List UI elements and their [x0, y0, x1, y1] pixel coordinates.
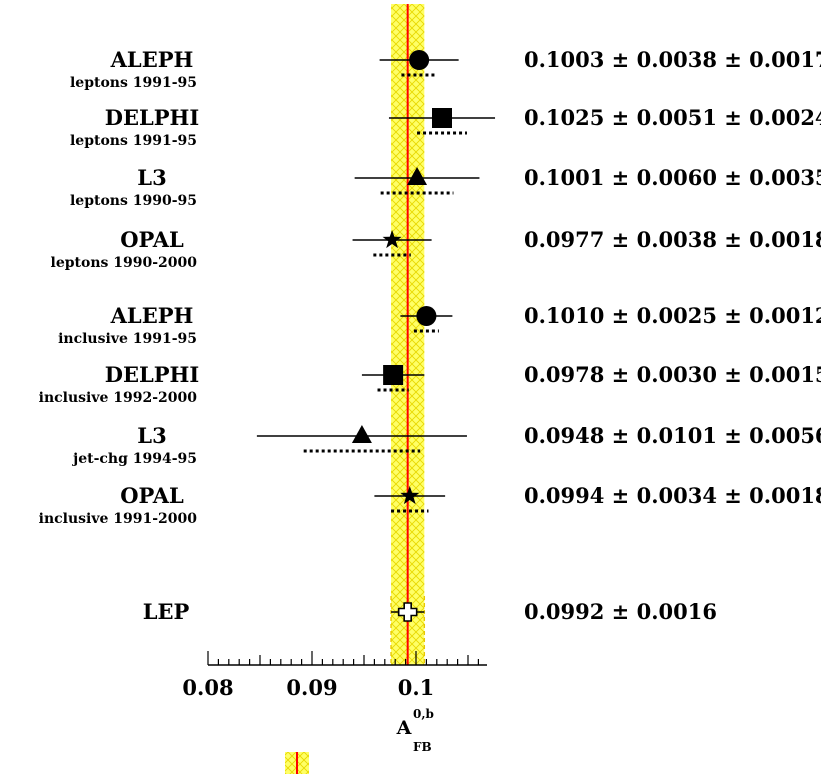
- data-point-5: [400, 306, 453, 333]
- data-point-3: [354, 167, 480, 195]
- measurement-value: 0.0948 ± 0.0101 ± 0.0056: [524, 423, 821, 448]
- measurement-value: 0.0978 ± 0.0030 ± 0.0015: [524, 362, 821, 387]
- combined-value: 0.0992 ± 0.0016: [524, 599, 717, 624]
- x-axis-label-superscript: 0,b: [413, 707, 434, 721]
- marker-square: [432, 108, 452, 128]
- measurement-description: leptons 1990-95: [70, 193, 197, 209]
- measurement-description: inclusive 1991-2000: [39, 511, 198, 527]
- experiment-label: ALEPH: [110, 303, 194, 328]
- experiment-label: ALEPH: [110, 47, 194, 72]
- measurement-description: leptons 1990-2000: [51, 255, 198, 271]
- marker-triangle: [351, 425, 372, 443]
- measurement-value: 0.1010 ± 0.0025 ± 0.0012: [524, 303, 821, 328]
- marker-star: [382, 230, 402, 249]
- measurement-value: 0.0994 ± 0.0034 ± 0.0018: [524, 483, 821, 508]
- measurement-value: 0.1025 ± 0.0051 ± 0.0024: [524, 105, 821, 130]
- experiment-label: DELPHI: [105, 105, 199, 130]
- measurement-description: inclusive 1992-2000: [39, 390, 198, 406]
- experiment-label: OPAL: [120, 227, 184, 252]
- combined-label: LEP: [143, 599, 190, 624]
- data-point-2: [388, 108, 496, 135]
- marker-open-cross: [397, 602, 418, 622]
- data-point-7: [256, 425, 467, 453]
- data-point-1: [379, 50, 459, 77]
- x-tick-label: 0.08: [182, 675, 233, 700]
- x-axis-label: A: [396, 717, 412, 739]
- measurement-description: leptons 1991-95: [70, 133, 197, 149]
- experiment-label: L3: [137, 165, 166, 190]
- marker-star: [400, 486, 420, 505]
- experiment-label: DELPHI: [105, 362, 199, 387]
- combined-point: [391, 602, 425, 622]
- marker-circle: [416, 306, 437, 326]
- data-point-4: [352, 230, 432, 257]
- measurement-value: 0.1003 ± 0.0038 ± 0.0017: [524, 47, 821, 72]
- experiment-label: OPAL: [120, 483, 184, 508]
- measurement-description: jet-chg 1994-95: [71, 451, 197, 467]
- x-tick-label: 0.09: [286, 675, 337, 700]
- measurement-value: 0.0977 ± 0.0038 ± 0.0018: [524, 227, 821, 252]
- measurement-description: inclusive 1991-95: [58, 331, 197, 347]
- measurement-value: 0.1001 ± 0.0060 ± 0.0035: [524, 165, 821, 190]
- data-point-6: [361, 365, 425, 392]
- x-axis-label-subscript: FB: [413, 740, 432, 754]
- measurement-description: leptons 1991-95: [70, 75, 197, 91]
- x-tick-label: 0.1: [398, 675, 435, 700]
- data-point-8: [374, 486, 446, 513]
- marker-square: [383, 365, 404, 385]
- experiment-label: L3: [137, 423, 166, 448]
- marker-circle: [409, 50, 430, 70]
- marker-triangle: [407, 167, 428, 185]
